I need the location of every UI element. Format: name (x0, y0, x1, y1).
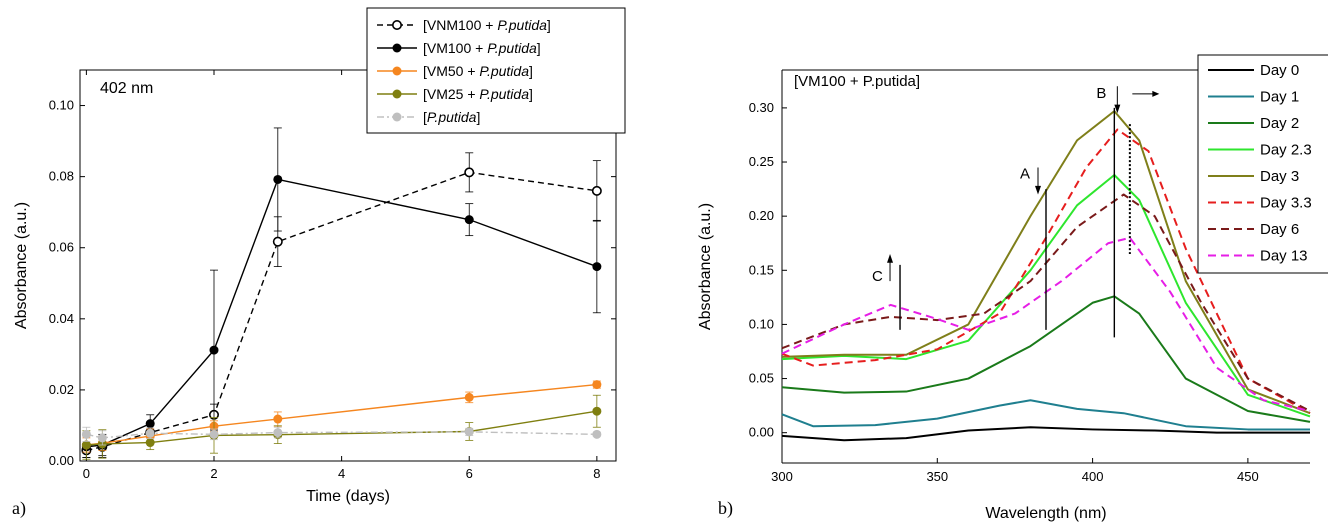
data-point (592, 429, 602, 439)
series-line (86, 431, 597, 439)
spectrum-line-5 (781, 128, 1311, 415)
spectrum-line-2 (781, 295, 1311, 423)
spectrum-line-1 (781, 399, 1310, 431)
legend-label: [VM50 + P.putida] (423, 63, 533, 79)
data-point (592, 406, 602, 416)
legend-label: Day 3.3 (1260, 195, 1312, 212)
series-line (86, 410, 597, 446)
y-tick-label: 0.04 (49, 311, 74, 326)
spectrum-line-7 (781, 236, 1311, 413)
data-point (273, 428, 283, 438)
arrow-b-right-head (1152, 90, 1160, 97)
arrow-c-head (887, 254, 894, 263)
y-tick-label: 0.30 (749, 100, 774, 115)
y-tick-label: 0.06 (49, 240, 74, 255)
legend-marker (392, 66, 402, 76)
y-tick-label: 0.00 (749, 425, 774, 440)
data-point (209, 429, 219, 439)
marker-label-a: A (1020, 165, 1030, 182)
marker-label-c: C (872, 268, 883, 285)
y-axis-label: Absorbance (a.u.) (13, 202, 30, 329)
x-axis-label: Wavelength (nm) (985, 505, 1106, 522)
panel-label: a) (12, 498, 26, 519)
series-line (86, 178, 598, 448)
data-point (272, 236, 283, 247)
sample-annotation: [VM100 + P.putida] (794, 73, 920, 90)
marker-label-b: B (1096, 85, 1106, 102)
data-point (145, 428, 155, 438)
legend-label: Day 13 (1260, 248, 1308, 265)
data-point (464, 427, 474, 437)
y-tick-label: 0.05 (749, 371, 774, 386)
data-point (592, 262, 602, 272)
legend: [VNM100 + P.putida] [VM100 + P.putida] [VM… (366, 7, 626, 134)
data-point (145, 438, 155, 448)
panel-label: b) (718, 498, 733, 519)
arrow-b-down-head (1114, 104, 1121, 114)
series-1 (81, 127, 602, 458)
y-tick-label: 0.25 (749, 154, 774, 169)
x-tick-label: 450 (1237, 469, 1259, 484)
y-tick-label: 0.20 (749, 208, 774, 223)
data-point (592, 380, 602, 390)
legend-label: [P.putida] (423, 109, 480, 125)
y-tick-label: 0.08 (49, 169, 74, 184)
x-tick-label: 4 (338, 466, 345, 481)
legend-label: Day 2 (1260, 115, 1299, 132)
x-tick-label: 8 (593, 466, 600, 481)
legend-label: Day 1 (1260, 89, 1299, 106)
data-point (464, 215, 474, 225)
x-tick-label: 350 (926, 469, 948, 484)
spectrum-line-6 (781, 193, 1311, 412)
y-tick-label: 0.10 (49, 98, 74, 113)
y-axis-label: Absorbance (a.u.) (697, 203, 714, 330)
y-tick-label: 0.15 (749, 262, 774, 277)
data-point (273, 174, 283, 184)
x-tick-label: 0 (83, 466, 90, 481)
y-tick-label: 0.00 (49, 453, 74, 468)
data-point (209, 345, 219, 355)
data-point (145, 419, 155, 429)
series-3 (81, 394, 602, 460)
x-axis-label: Time (days) (306, 488, 390, 505)
legend-label: Day 3 (1260, 168, 1299, 185)
legend-marker (392, 89, 402, 99)
y-tick-label: 0.02 (49, 382, 74, 397)
x-tick-label: 300 (771, 469, 793, 484)
data-point (81, 429, 91, 439)
x-tick-label: 400 (1082, 469, 1104, 484)
x-tick-label: 2 (210, 466, 217, 481)
data-point (273, 414, 283, 424)
spectrum-line-0 (781, 426, 1310, 442)
y-tick-label: 0.10 (749, 316, 774, 331)
legend-label: Day 2.3 (1260, 142, 1312, 159)
wavelength-annotation: 402 nm (100, 80, 153, 97)
spectrum-line-4 (781, 110, 1311, 415)
plot-frame (79, 69, 617, 462)
legend-marker (392, 112, 402, 122)
x-tick-label: 6 (466, 466, 473, 481)
series-4 (81, 426, 602, 446)
arrow-a-head (1035, 185, 1041, 195)
legend-label: [VNM100 + P.putida] (423, 17, 551, 33)
data-point (81, 440, 91, 450)
legend-label: [VM25 + P.putida] (423, 86, 533, 102)
data-point (97, 433, 107, 443)
legend: Day 0 Day 1 Day 2 Day 2.3 Day 3 Day 3.3 Day 6 D… (1197, 54, 1328, 274)
legend-label: Day 0 (1260, 62, 1299, 79)
series-line (86, 383, 597, 446)
legend-marker (391, 19, 402, 30)
data-point (464, 167, 475, 178)
data-point (591, 185, 602, 196)
data-point (464, 392, 474, 402)
chart-b: 300 350 400 450 0.00 0.05 0.10 0.15 0.20 0.25 0.30… (697, 54, 1328, 522)
legend-label: Day 6 (1260, 221, 1299, 238)
legend-label: [VM100 + P.putida] (423, 40, 541, 56)
legend-marker (392, 43, 402, 53)
chart-a: 0 2 4 6 8 0.00 0.02 0.04 0.06 0.08 0.10 Time (days)… (12, 7, 626, 519)
legend-box (1197, 54, 1328, 274)
